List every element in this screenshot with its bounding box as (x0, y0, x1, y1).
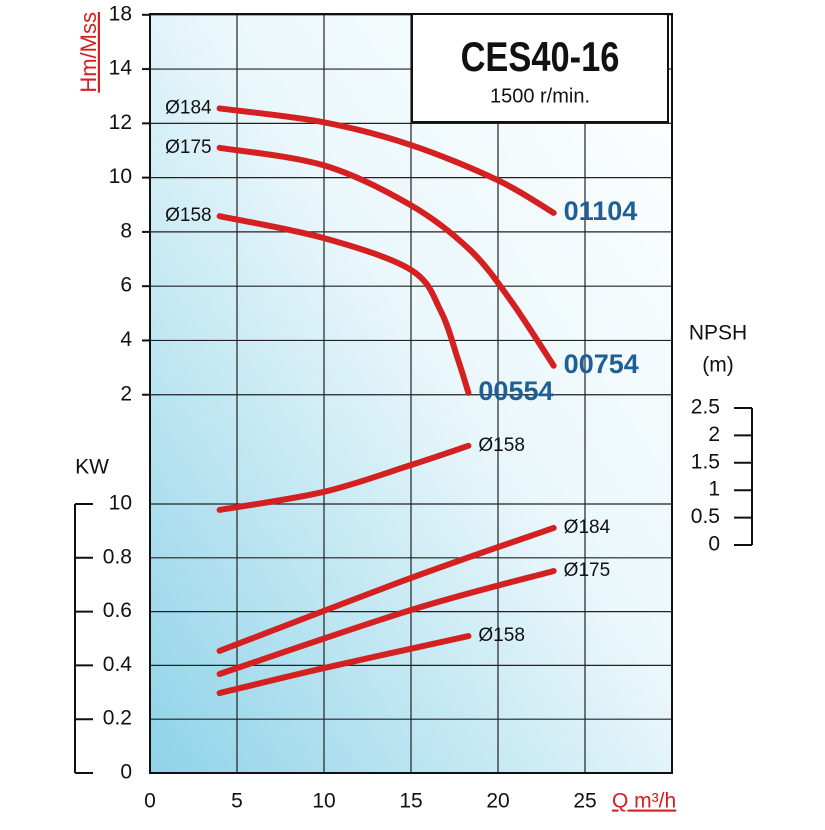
y3-tick-label: 1.5 (691, 450, 720, 473)
plot-frame (149, 13, 673, 774)
curve-label: Ø175 (165, 137, 211, 158)
y-tick-label: 8 (120, 219, 132, 242)
y2-tick-label: 10 (109, 492, 132, 515)
model-label: 00754 (564, 349, 639, 379)
y-tick-label: 10 (109, 165, 132, 188)
y-tick-label: 14 (109, 57, 133, 80)
x-tick-label: 15 (399, 790, 422, 813)
y3-tick-label: 1 (708, 478, 720, 501)
x-tick-label: 5 (231, 790, 243, 813)
y2-axis-label: KW (75, 456, 109, 479)
curve-label: Ø158 (478, 625, 524, 646)
y3-tick-label: 2.5 (691, 396, 720, 419)
curve (216, 144, 557, 369)
y-tick-label: 4 (120, 328, 132, 351)
x-tick-label: 0 (144, 790, 156, 813)
y2-tick-label: 0.6 (103, 599, 132, 622)
x-tick-label: 25 (573, 790, 596, 813)
y3-axis-unit: (m) (702, 354, 733, 377)
model-label: 00554 (478, 376, 553, 406)
chart-subtitle: 1500 r/min. (490, 85, 590, 107)
x-tick-label: 20 (486, 790, 509, 813)
grid (150, 14, 672, 774)
curve (216, 524, 557, 654)
curve (216, 567, 557, 678)
y3-axis-label: NPSH (689, 322, 747, 345)
x-tick-label: 10 (312, 790, 335, 813)
curve-label: Ø175 (564, 560, 610, 581)
model-label: 01104 (564, 196, 638, 226)
curve (216, 633, 472, 697)
y3-tick-label: 0.5 (691, 505, 720, 528)
curve (216, 105, 557, 216)
y2-tick-label: 0.2 (103, 707, 132, 730)
curves (216, 105, 557, 697)
curve-label: Ø184 (564, 517, 611, 538)
y3-tick-label: 0 (708, 533, 720, 556)
y2-tick-label: 0 (120, 761, 132, 784)
curve-label: Ø158 (478, 435, 524, 456)
y-tick-label: 6 (120, 274, 132, 297)
y3-tick-label: 2 (708, 423, 720, 446)
y-tick-label: 12 (109, 111, 132, 134)
y2-tick-label: 0.4 (103, 653, 133, 676)
curve-label: Ø184 (165, 97, 212, 118)
curve-label: Ø158 (165, 205, 211, 226)
curve (216, 442, 472, 513)
y2-tick-label: 0.8 (103, 545, 132, 568)
y-axis-label: Hm/Mss (76, 12, 101, 93)
y-tick-label: 2 (120, 382, 132, 405)
y-tick-label: 18 (109, 2, 132, 25)
x-axis-label: Q m³/h (612, 790, 676, 813)
title-box (411, 13, 669, 123)
chart-title: CES40-16 (461, 34, 620, 81)
curve (216, 213, 472, 396)
